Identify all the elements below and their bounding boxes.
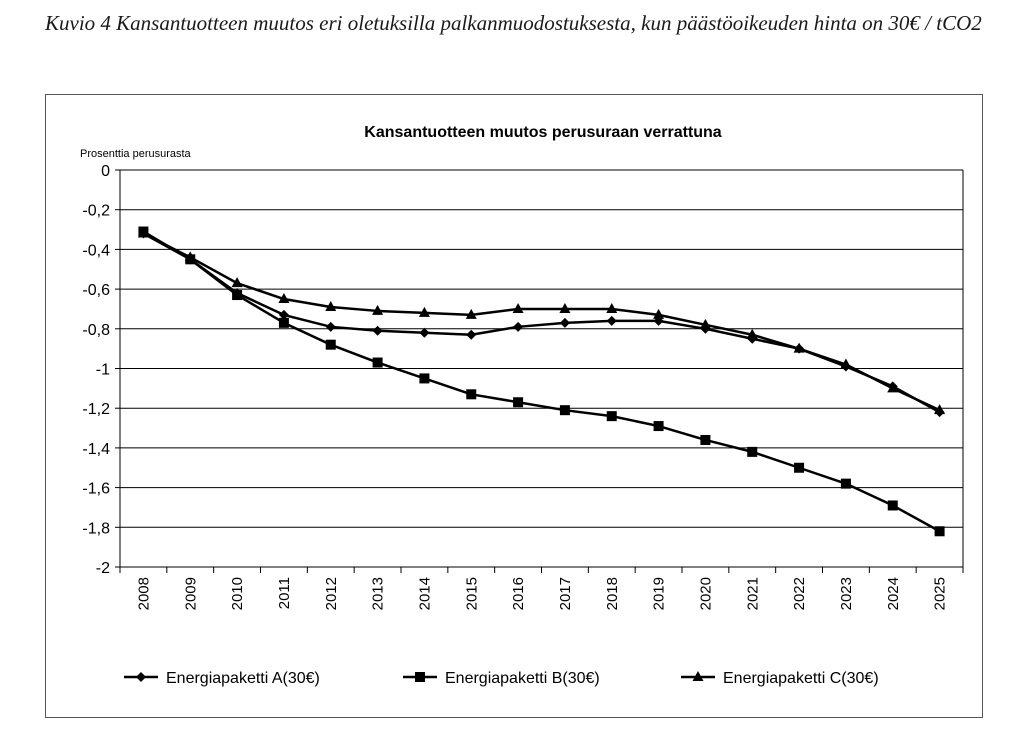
x-tick-label: 2022 bbox=[791, 577, 808, 610]
data-point-diamond bbox=[513, 321, 524, 332]
x-tick-label: 2021 bbox=[744, 577, 761, 610]
x-tick-label: 2020 bbox=[697, 577, 714, 610]
data-point-diamond bbox=[419, 327, 430, 338]
data-point-triangle bbox=[559, 302, 571, 313]
x-tick-label: 2008 bbox=[135, 577, 152, 610]
legend-label: Energiapaketti A(30€) bbox=[166, 670, 320, 687]
x-tick-label: 2017 bbox=[557, 577, 574, 610]
data-point-triangle bbox=[887, 382, 899, 393]
x-tick-label: 2016 bbox=[510, 577, 527, 610]
legend-label: Energiapaketti B(30€) bbox=[445, 670, 600, 687]
data-point-square bbox=[372, 357, 383, 368]
series-group bbox=[137, 226, 946, 537]
data-point-square bbox=[747, 446, 758, 457]
figure-caption: Kuvio 4 Kansantuotteen muutos eri oletuk… bbox=[45, 11, 982, 35]
series-line bbox=[142, 230, 941, 533]
x-tick-label: 2012 bbox=[323, 577, 340, 610]
series-diamond bbox=[138, 228, 945, 418]
data-point-square bbox=[232, 290, 243, 301]
chart-frame bbox=[45, 94, 983, 718]
data-point-square bbox=[513, 397, 524, 408]
y-tick-label: -1 bbox=[96, 362, 110, 379]
y-tick-label: -0,4 bbox=[82, 242, 110, 259]
data-point-triangle bbox=[934, 404, 946, 415]
data-point-triangle bbox=[278, 293, 290, 304]
x-tick-label: 2018 bbox=[604, 577, 621, 610]
x-tick-label: 2013 bbox=[370, 577, 387, 610]
x-tick-label: 2015 bbox=[463, 577, 480, 610]
data-point-square bbox=[606, 411, 617, 422]
y-tick-label: -0,8 bbox=[82, 322, 110, 339]
data-point-square bbox=[278, 317, 289, 328]
data-point-diamond bbox=[606, 315, 617, 326]
data-point-triangle bbox=[746, 328, 758, 339]
data-point-diamond bbox=[325, 321, 336, 332]
data-point-square bbox=[700, 434, 711, 445]
series-line bbox=[142, 232, 941, 412]
data-point-square bbox=[887, 500, 898, 511]
y-tick-label: -0,6 bbox=[82, 282, 110, 299]
x-tick-labels: 2008 2009 2010 2011 2012 2013 2014 2015 2016 2017… bbox=[135, 577, 948, 610]
x-tick-label: 2019 bbox=[651, 577, 668, 610]
data-point-diamond bbox=[466, 329, 477, 340]
y-tick-labels: 0 -0,2 -0,4 -0,6 -0,8 -1 -1,2 -1,4 -1,6 -1,8 -2 bbox=[82, 163, 110, 577]
data-point-square bbox=[325, 339, 336, 350]
axes bbox=[115, 169, 964, 573]
data-point-triangle bbox=[653, 308, 665, 319]
y-axis-label: Prosenttia perusurasta bbox=[80, 148, 192, 160]
legend-marker-diamond bbox=[136, 672, 146, 682]
x-tick-label: 2024 bbox=[885, 577, 902, 610]
y-tick-label: -0,2 bbox=[82, 203, 110, 220]
data-point-diamond bbox=[278, 309, 289, 320]
chart-title: Kansantuotteen muutos perusuraan verratt… bbox=[364, 124, 722, 141]
data-point-square bbox=[934, 526, 945, 537]
x-tick-label: 2023 bbox=[838, 577, 855, 610]
data-point-triangle bbox=[184, 251, 196, 262]
legend-marker-triangle bbox=[692, 671, 704, 681]
data-point-triangle bbox=[231, 277, 243, 288]
y-tick-label: -1,6 bbox=[82, 481, 110, 498]
data-point-triangle bbox=[372, 304, 384, 315]
x-tick-label: 2009 bbox=[182, 577, 199, 610]
data-point-square bbox=[840, 478, 851, 489]
legend-item: Energiapaketti A(30€) bbox=[124, 670, 320, 687]
y-tick-label: -1,2 bbox=[82, 401, 110, 418]
y-tick-label: -2 bbox=[96, 560, 110, 577]
data-point-triangle bbox=[325, 300, 337, 311]
legend-item: Energiapaketti B(30€) bbox=[403, 670, 600, 687]
series-triangle bbox=[137, 227, 946, 415]
data-point-square bbox=[419, 373, 430, 384]
data-point-square bbox=[559, 405, 570, 416]
legend-label: Energiapaketti C(30€) bbox=[723, 670, 879, 687]
data-point-triangle bbox=[137, 227, 149, 238]
x-tick-label: 2014 bbox=[416, 577, 433, 610]
data-point-triangle bbox=[840, 358, 852, 369]
data-point-square bbox=[653, 421, 664, 432]
legend-item: Energiapaketti C(30€) bbox=[681, 670, 879, 687]
data-point-triangle bbox=[418, 306, 430, 317]
y-tick-label: 0 bbox=[101, 163, 110, 180]
series-line bbox=[142, 232, 941, 414]
data-point-triangle bbox=[606, 302, 618, 313]
gridlines bbox=[120, 169, 963, 568]
x-tick-label: 2011 bbox=[276, 577, 293, 609]
data-point-diamond bbox=[372, 325, 383, 336]
data-point-square bbox=[794, 462, 805, 473]
data-point-diamond bbox=[559, 317, 570, 328]
x-tick-label: 2010 bbox=[229, 577, 246, 610]
data-point-triangle bbox=[699, 318, 711, 329]
x-tick-label: 2025 bbox=[932, 577, 949, 610]
data-point-triangle bbox=[465, 308, 477, 319]
legend: Energiapaketti A(30€) Energiapaketti B(30… bbox=[124, 670, 879, 687]
y-tick-label: -1,8 bbox=[82, 520, 110, 537]
y-tick-label: -1,4 bbox=[82, 441, 110, 458]
series-square bbox=[138, 226, 945, 537]
data-point-triangle bbox=[793, 342, 805, 353]
data-point-triangle bbox=[512, 302, 524, 313]
data-point-square bbox=[466, 389, 477, 400]
legend-marker-square bbox=[415, 672, 425, 682]
